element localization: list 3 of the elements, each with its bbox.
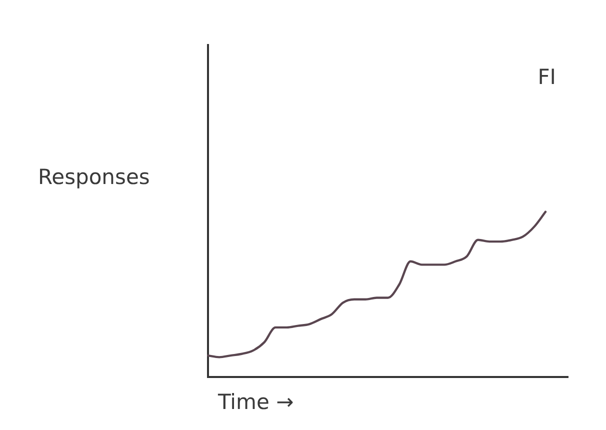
y-axis-title: Responses — [38, 165, 150, 189]
text: FI — [538, 65, 556, 89]
x-axis-title: Time → — [218, 390, 294, 414]
